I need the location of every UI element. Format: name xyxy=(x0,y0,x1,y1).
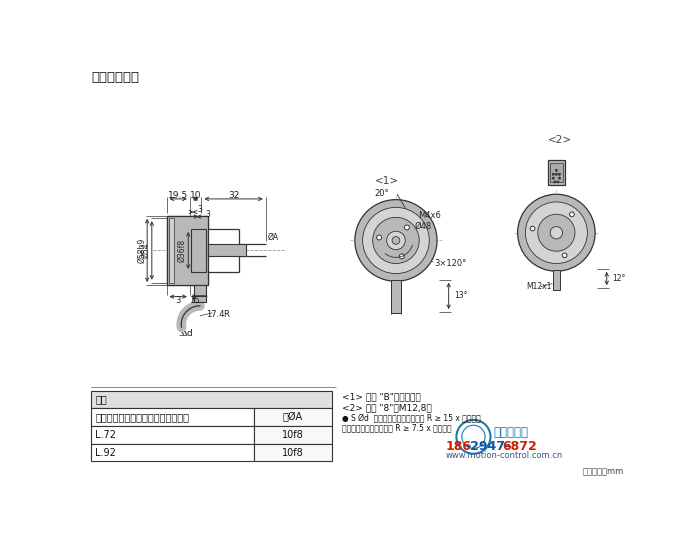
Text: 186: 186 xyxy=(446,440,472,453)
Text: 20°: 20° xyxy=(374,189,389,198)
Text: L.72: L.72 xyxy=(95,430,116,440)
Bar xyxy=(92,408,254,426)
Text: 同步夹紧法兰: 同步夹紧法兰 xyxy=(92,72,139,85)
Circle shape xyxy=(355,199,437,281)
Bar xyxy=(92,426,254,444)
Bar xyxy=(208,245,246,256)
Circle shape xyxy=(399,254,405,259)
Bar xyxy=(169,218,174,283)
Text: L.92: L.92 xyxy=(95,447,116,458)
Bar xyxy=(191,229,206,272)
Text: 15: 15 xyxy=(190,296,200,305)
Text: 3: 3 xyxy=(205,210,210,219)
Circle shape xyxy=(552,177,554,179)
Text: 10: 10 xyxy=(190,190,202,199)
Circle shape xyxy=(530,226,535,231)
Circle shape xyxy=(392,236,400,244)
Text: 安装: 安装 xyxy=(95,394,107,404)
Circle shape xyxy=(552,173,554,175)
Circle shape xyxy=(538,214,575,251)
Circle shape xyxy=(363,207,429,273)
Circle shape xyxy=(555,169,557,171)
Text: d: d xyxy=(186,329,192,338)
Text: 尺寸单位：mm: 尺寸单位：mm xyxy=(582,468,624,477)
Circle shape xyxy=(562,253,567,258)
Text: <2>: <2> xyxy=(548,136,573,146)
Bar xyxy=(254,444,332,461)
Circle shape xyxy=(405,225,409,230)
Text: 13°: 13° xyxy=(454,291,468,300)
Text: <1> 连接 "B"：轴向电缆: <1> 连接 "B"：轴向电缆 xyxy=(342,392,421,401)
Text: M12x1: M12x1 xyxy=(526,282,552,291)
Bar xyxy=(194,285,206,296)
Text: Ø48: Ø48 xyxy=(414,222,432,231)
Bar xyxy=(548,160,565,185)
Text: <1>: <1> xyxy=(374,176,399,186)
Text: -2947-: -2947- xyxy=(466,440,511,453)
Text: 17.4: 17.4 xyxy=(206,310,225,319)
Circle shape xyxy=(377,235,382,240)
Circle shape xyxy=(372,217,419,264)
Bar xyxy=(254,408,332,426)
Circle shape xyxy=(559,177,561,179)
Text: 西安德伍拓: 西安德伍拓 xyxy=(494,426,528,439)
Circle shape xyxy=(517,194,595,271)
Circle shape xyxy=(570,212,574,217)
Bar xyxy=(195,296,206,302)
Text: 轴ØA: 轴ØA xyxy=(283,412,303,422)
Text: ● S Ød  柔性安装时电缆弯曲半径 R ≥ 15 x 电缆直径: ● S Ød 柔性安装时电缆弯曲半径 R ≥ 15 x 电缆直径 xyxy=(342,414,480,423)
Bar xyxy=(167,216,208,285)
Circle shape xyxy=(556,181,559,183)
Text: 固定安装时电缆弯曲半径 R ≥ 7.5 x 电缆直径: 固定安装时电缆弯曲半径 R ≥ 7.5 x 电缆直径 xyxy=(342,423,452,432)
Text: 19.5: 19.5 xyxy=(168,190,188,199)
Bar xyxy=(92,391,332,408)
Text: M4x6: M4x6 xyxy=(418,211,440,220)
Circle shape xyxy=(550,227,563,239)
Text: 32: 32 xyxy=(228,190,239,199)
Circle shape xyxy=(554,181,556,183)
Text: R: R xyxy=(223,310,229,319)
Bar xyxy=(92,444,254,461)
Text: Ø36f8: Ø36f8 xyxy=(178,239,186,262)
Circle shape xyxy=(386,231,405,250)
Bar xyxy=(550,162,563,182)
Polygon shape xyxy=(193,296,207,302)
Text: 法兰，防护等级，轴（见订购信息）: 法兰，防护等级，轴（见订购信息） xyxy=(95,412,189,422)
Text: 12°: 12° xyxy=(612,274,626,283)
Text: 10f8: 10f8 xyxy=(282,430,304,440)
Bar xyxy=(254,426,332,444)
Text: <2> 连接 "8"：M12,8脚: <2> 连接 "8"：M12,8脚 xyxy=(342,403,431,412)
Text: 3: 3 xyxy=(197,205,202,214)
Text: ØA: ØA xyxy=(268,233,279,242)
Text: 10f8: 10f8 xyxy=(282,447,304,458)
Circle shape xyxy=(526,202,587,264)
Text: 3×120°: 3×120° xyxy=(435,259,467,268)
Text: 3: 3 xyxy=(176,296,181,305)
Text: www.motion-control.com.cn: www.motion-control.com.cn xyxy=(446,451,563,460)
Text: Ø58h9: Ø58h9 xyxy=(137,238,146,263)
Text: Ø54: Ø54 xyxy=(142,242,151,258)
Bar xyxy=(391,281,400,313)
Text: 6872: 6872 xyxy=(502,440,537,453)
Circle shape xyxy=(555,173,557,175)
Bar xyxy=(552,270,560,291)
Circle shape xyxy=(559,173,561,175)
